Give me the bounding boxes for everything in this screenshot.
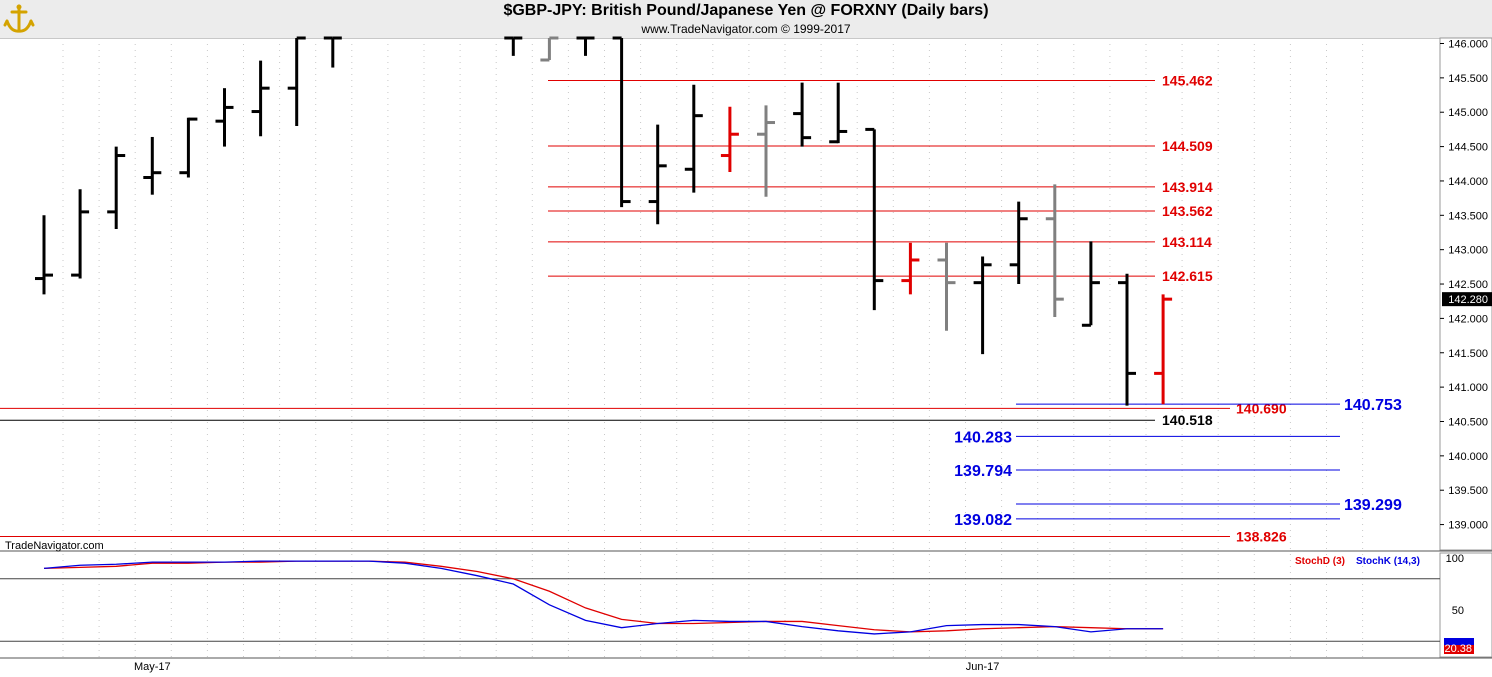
y-tick-label: 143.000 [1448, 245, 1488, 257]
legend-stochk: StochK (14,3) [1356, 556, 1420, 567]
y-tick-label: 146.000 [1448, 38, 1488, 50]
level-label-140.690: 140.690 [1236, 400, 1287, 416]
chart-subtitle: www.TradeNavigator.com © 1999-2017 [641, 22, 851, 36]
y-tick-label: 145.000 [1448, 107, 1488, 119]
y-tick-label: 139.000 [1448, 520, 1488, 532]
x-tick-label: Jun-17 [966, 661, 1000, 673]
level-label-138.826: 138.826 [1236, 529, 1287, 545]
y-tick-label: 144.000 [1448, 176, 1488, 188]
stoch-y-tick-label: 100 [1446, 553, 1464, 565]
level-label-144.509: 144.509 [1162, 138, 1213, 154]
level-label-143.914: 143.914 [1162, 179, 1213, 195]
level-label-143.114: 143.114 [1162, 234, 1212, 250]
level-label-139.794: 139.794 [954, 463, 1012, 480]
level-label-139.299: 139.299 [1344, 497, 1402, 514]
y-tick-label: 139.500 [1448, 485, 1488, 497]
y-tick-label: 145.500 [1448, 73, 1488, 85]
y-tick-label: 144.500 [1448, 142, 1488, 154]
legend-stochd: StochD (3) [1295, 556, 1345, 567]
level-label-145.462: 145.462 [1162, 72, 1213, 88]
level-label-142.615: 142.615 [1162, 268, 1213, 284]
stoch-series-k [43, 560, 1164, 635]
y-tick-label: 140.000 [1448, 451, 1488, 463]
y-tick-label: 141.500 [1448, 348, 1488, 360]
stoch-y-tick-label: 50 [1452, 605, 1464, 617]
last-price-label: 142.280 [1448, 294, 1488, 306]
level-label-143.562: 143.562 [1162, 203, 1213, 219]
anchor-icon [3, 4, 35, 33]
x-tick-label: May-17 [134, 661, 171, 673]
watermark-label: TradeNavigator.com [5, 540, 104, 552]
stoch-last-tag-d [1444, 645, 1474, 654]
level-label-140.518: 140.518 [1162, 412, 1213, 428]
y-tick-label: 140.500 [1448, 416, 1488, 428]
chart-title: $GBP-JPY: British Pound/Japanese Yen @ F… [503, 2, 989, 19]
y-tick-label: 142.500 [1448, 279, 1488, 291]
chart-header: $GBP-JPY: British Pound/Japanese Yen @ F… [0, 0, 1492, 39]
level-label-140.753: 140.753 [1344, 397, 1402, 414]
y-tick-label: 142.000 [1448, 313, 1488, 325]
y-tick-label: 143.500 [1448, 210, 1488, 222]
level-label-140.283: 140.283 [954, 429, 1012, 446]
stoch-last-value: 20.38 [1444, 643, 1472, 655]
last-price-tag [1442, 292, 1492, 307]
stoch-series-d [43, 560, 1164, 633]
level-label-139.082: 139.082 [954, 512, 1012, 529]
stoch-last-tag-k [1444, 638, 1474, 645]
y-tick-label: 141.000 [1448, 382, 1488, 394]
